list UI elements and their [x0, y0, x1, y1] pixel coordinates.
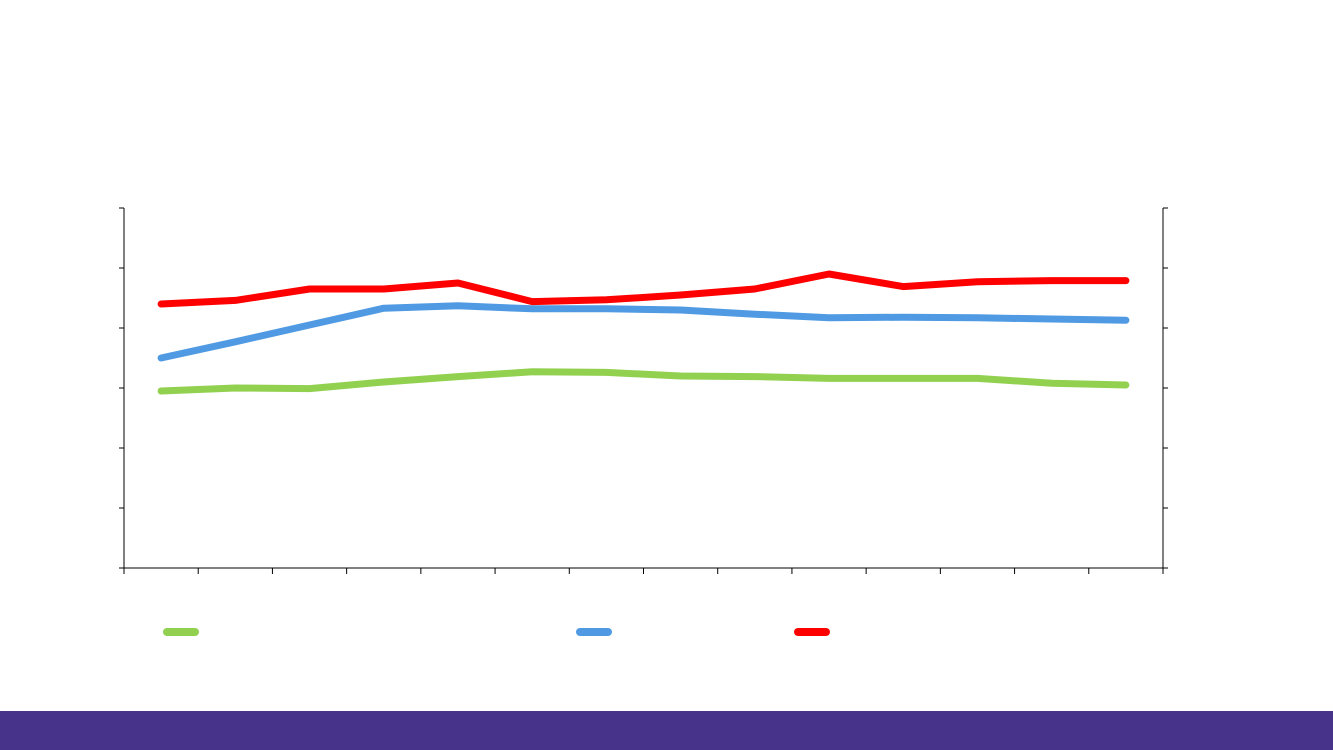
series-line-3 — [157, 270, 1130, 308]
chart-axes — [119, 207, 1168, 574]
footer-bar — [0, 711, 1333, 750]
chart-series-group — [157, 270, 1130, 395]
series-line-2 — [157, 302, 1130, 362]
series-line-1 — [157, 368, 1130, 395]
